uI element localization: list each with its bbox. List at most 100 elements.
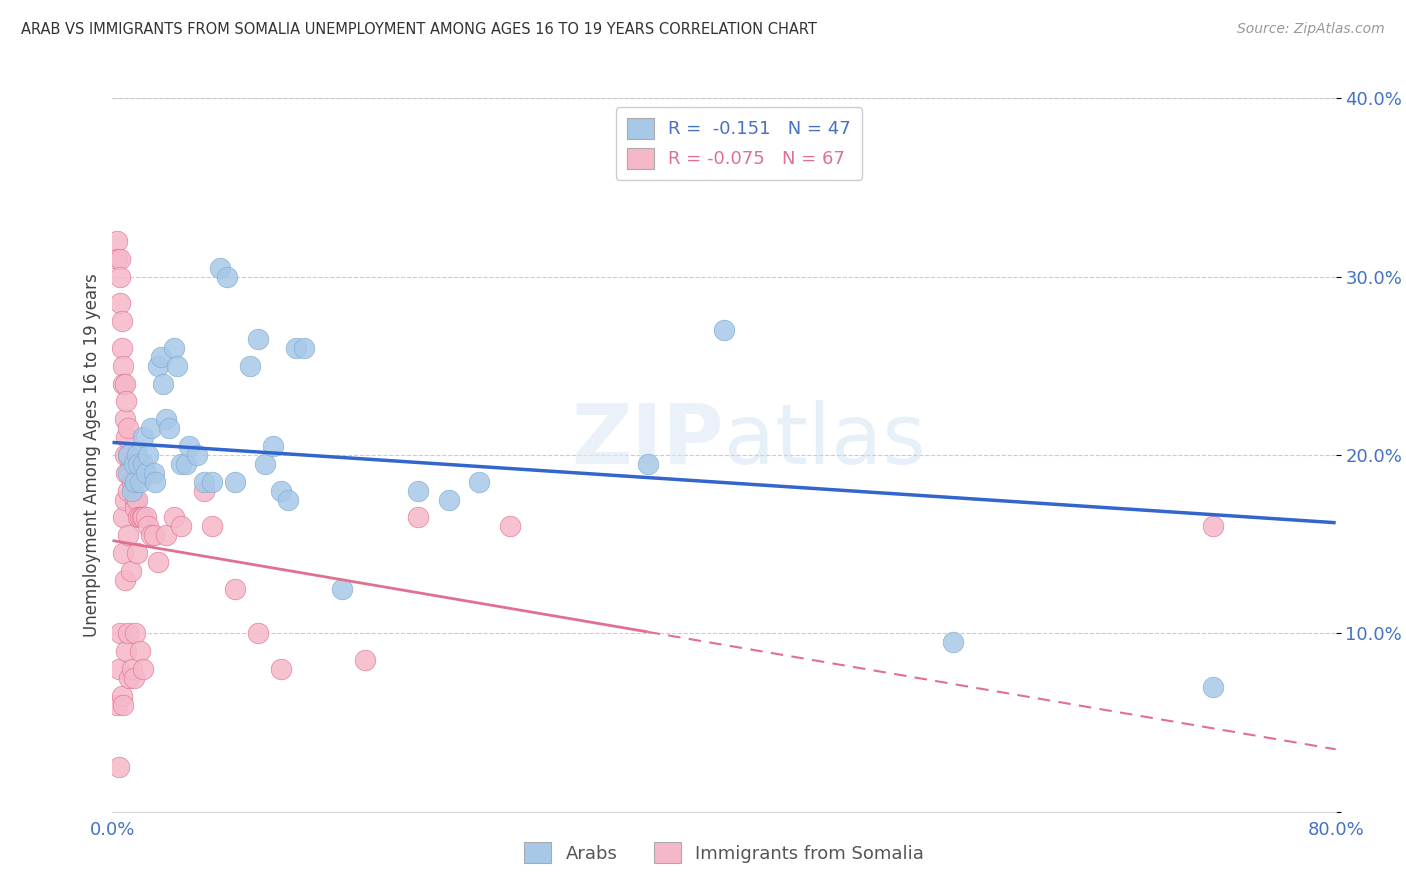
Point [135,510,157,524]
Point [637,457,659,471]
Point [117,483,139,498]
Point [157,421,180,435]
Point [132,457,155,471]
Point [468,475,491,489]
Point [105,252,128,266]
Text: ZIP: ZIP [572,401,724,481]
Point [115,430,138,444]
Text: atlas: atlas [724,401,925,481]
Point [163,341,186,355]
Point [108,296,131,310]
Point [117,528,139,542]
Point [114,448,136,462]
Point [129,475,152,489]
Point [155,412,177,426]
Point [122,475,145,489]
Point [142,528,165,542]
Point [120,457,142,471]
Point [121,483,143,498]
Point [117,421,139,435]
Y-axis label: Unemployment Among Ages 16 to 19 years: Unemployment Among Ages 16 to 19 years [83,273,101,637]
Point [186,448,208,462]
Point [125,492,148,507]
Point [713,323,735,337]
Point [125,546,148,560]
Point [1202,680,1225,694]
Point [136,519,159,533]
Text: ARAB VS IMMIGRANTS FROM SOMALIA UNEMPLOYMENT AMONG AGES 16 TO 19 YEARS CORRELATI: ARAB VS IMMIGRANTS FROM SOMALIA UNEMPLOY… [21,22,817,37]
Point [150,350,173,364]
Point [115,644,138,658]
Point [129,510,152,524]
Point [107,662,129,676]
Point [139,421,162,435]
Point [246,332,269,346]
Point [111,689,134,703]
Point [125,448,148,462]
Point [118,448,141,462]
Point [108,269,131,284]
Point [117,466,139,480]
Point [132,510,155,524]
Point [139,528,162,542]
Point [117,626,139,640]
Point [174,457,197,471]
Point [129,644,152,658]
Point [277,492,299,507]
Point [118,671,141,685]
Point [121,475,143,489]
Point [163,510,186,524]
Point [942,635,965,649]
Point [114,412,136,426]
Point [112,698,135,712]
Text: Source: ZipAtlas.com: Source: ZipAtlas.com [1237,22,1385,37]
Point [131,510,153,524]
Point [136,448,159,462]
Point [124,475,146,489]
Point [224,475,246,489]
Point [124,626,146,640]
Point [166,359,188,373]
Point [353,653,375,667]
Point [127,510,149,524]
Point [152,376,174,391]
Point [117,448,139,462]
Point [121,662,143,676]
Point [284,341,308,355]
Point [132,662,155,676]
Point [108,626,131,640]
Point [193,475,215,489]
Point [201,519,224,533]
Point [117,448,139,462]
Point [111,314,134,328]
Point [148,359,170,373]
Point [217,269,239,284]
Point [112,376,135,391]
Point [111,341,134,355]
Point [124,501,146,516]
Point [1202,519,1225,533]
Point [224,582,246,596]
Point [120,564,142,578]
Point [193,483,215,498]
Point [122,671,145,685]
Point [239,359,262,373]
Point [114,492,136,507]
Point [142,466,165,480]
Point [108,252,131,266]
Point [122,457,145,471]
Point [124,492,146,507]
Point [499,519,522,533]
Point [254,457,277,471]
Point [105,234,128,248]
Point [270,483,292,498]
Point [201,475,224,489]
Point [135,466,157,480]
Point [270,662,292,676]
Point [170,519,193,533]
Point [107,760,129,774]
Point [112,510,135,524]
Point [148,555,170,569]
Point [208,260,231,275]
Point [127,457,149,471]
